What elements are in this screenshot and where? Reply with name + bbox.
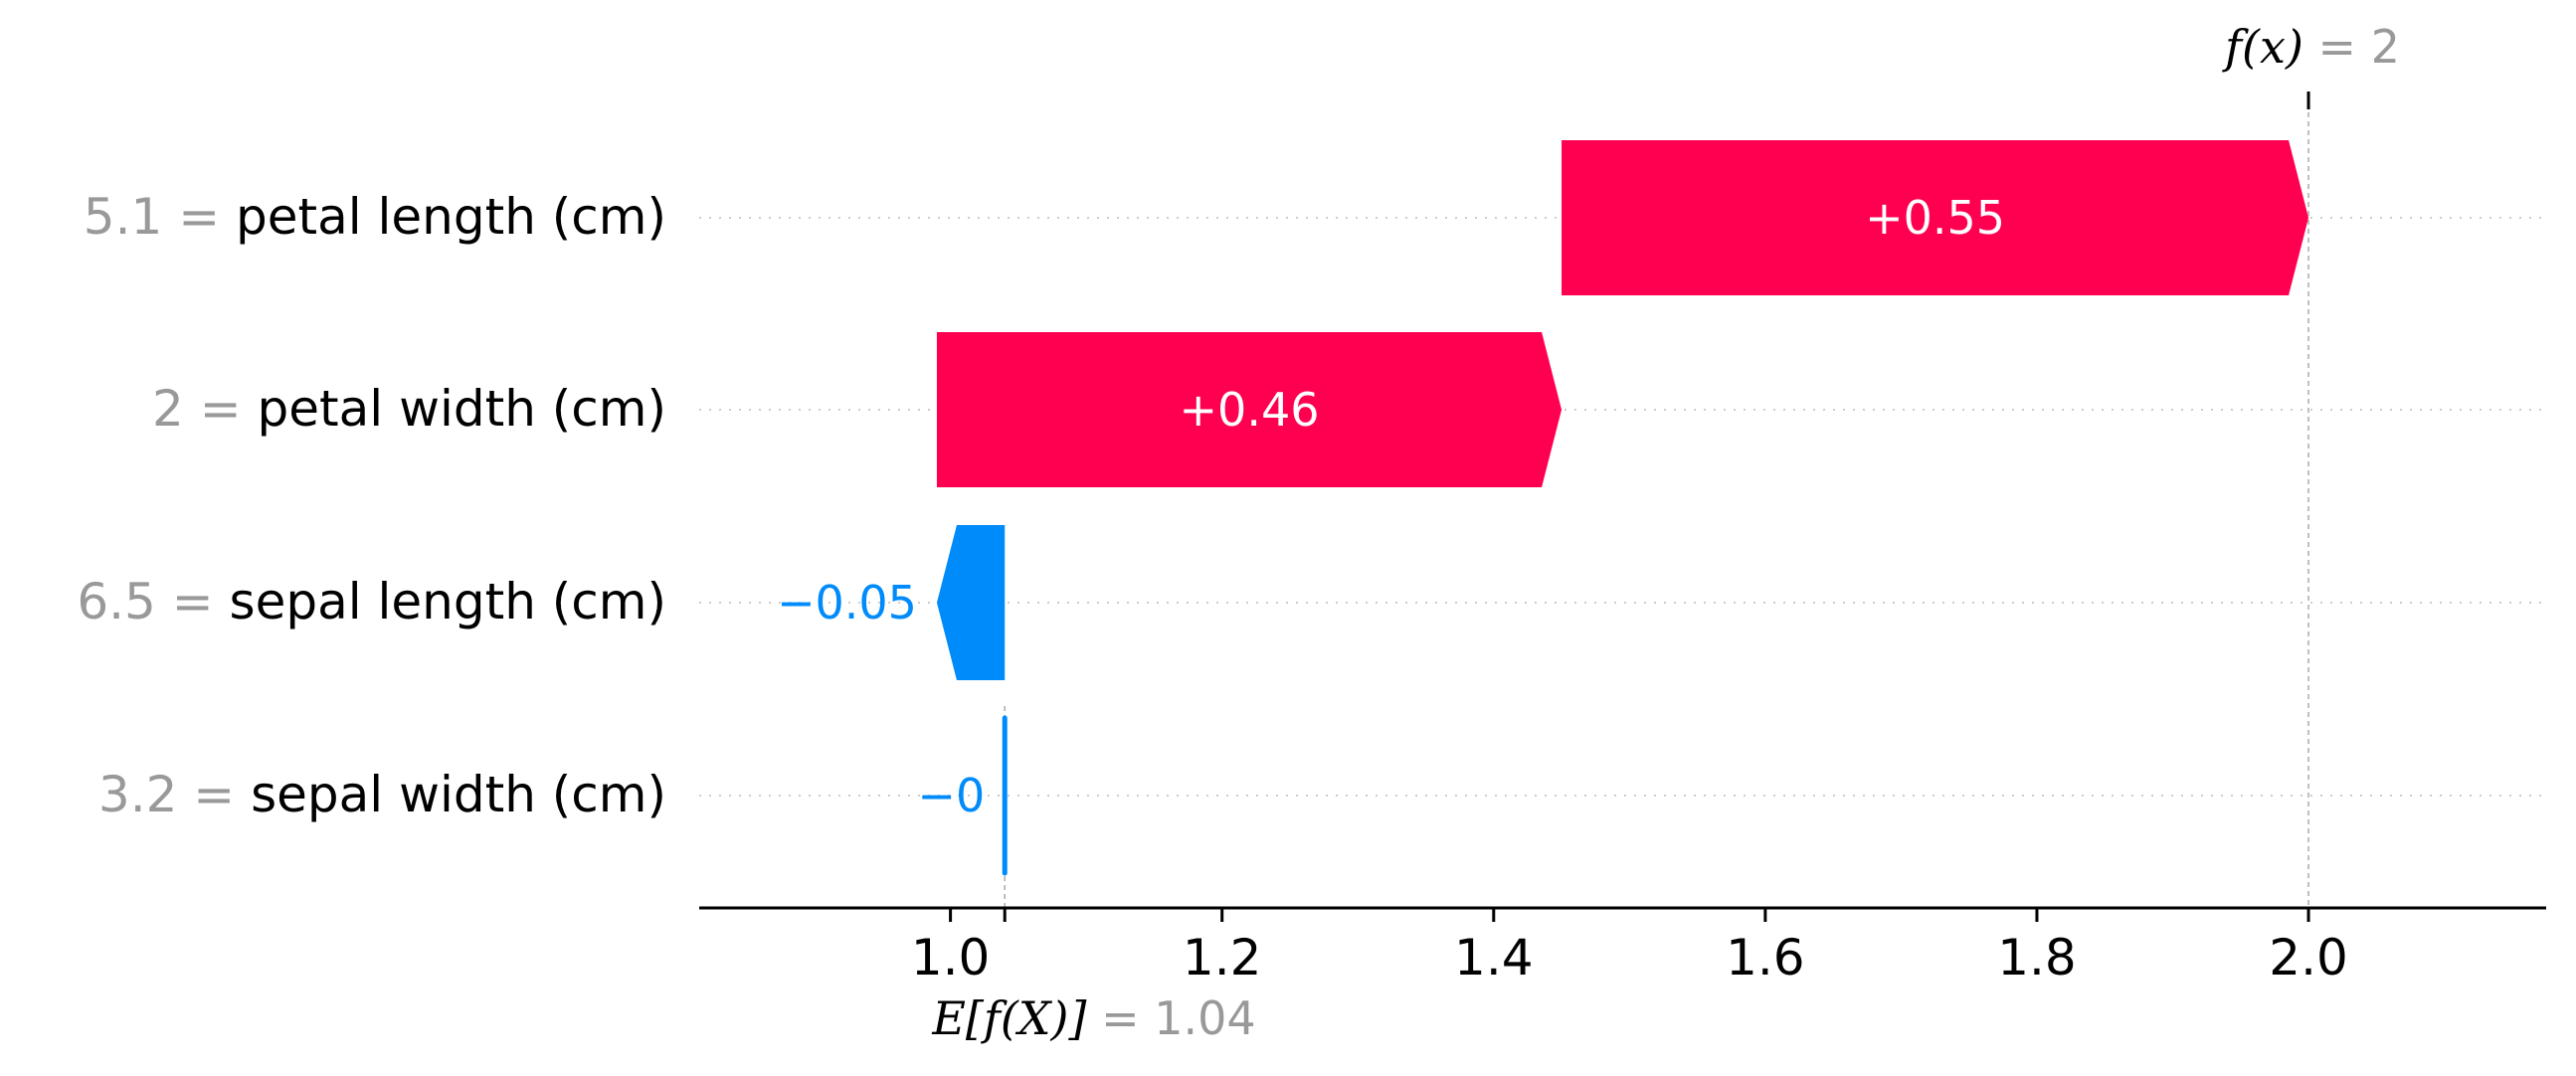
output-value-label: f(x) = 2 xyxy=(2222,20,2400,74)
bar-2 xyxy=(936,332,1563,487)
feature-label-1: 5.1 = petal length (cm) xyxy=(84,188,666,246)
bar-1 xyxy=(1562,140,2309,295)
feature-label-3: 6.5 = sepal length (cm) xyxy=(77,573,666,630)
feature-name: sepal width (cm) xyxy=(251,766,666,823)
bar-value-label-3: −0.05 xyxy=(777,576,917,629)
x-tick-label-3: 1.6 xyxy=(1726,929,1805,986)
feature-name: sepal length (cm) xyxy=(230,573,666,630)
fx-equals: = 2 xyxy=(2303,20,2400,74)
feature-value: 3.2 = xyxy=(98,766,251,823)
bar-value-label-1: +0.55 xyxy=(1865,191,2005,245)
bar-3 xyxy=(936,525,1006,680)
bar-value-label-4: −0 xyxy=(917,769,985,822)
x-axis: 1.0 1.2 1.4 1.6 1.8 2.0 xyxy=(699,906,2546,986)
efx-expression: E[f(X)] xyxy=(931,991,1086,1045)
base-value-label: E[f(X)] = 1.04 xyxy=(931,991,1255,1045)
x-tick-label-0: 1.0 xyxy=(911,929,991,986)
feature-labels: 5.1 = petal length (cm) 2 = petal width (… xyxy=(77,188,666,823)
bar-value-label-2: +0.46 xyxy=(1180,383,1320,437)
x-tick-label-2: 1.4 xyxy=(1454,929,1534,986)
feature-value: 2 = xyxy=(152,380,258,438)
x-tick-label-1: 1.2 xyxy=(1183,929,1262,986)
feature-label-4: 3.2 = sepal width (cm) xyxy=(98,766,666,823)
fx-expression: f(x) xyxy=(2222,20,2303,74)
efx-equals: = 1.04 xyxy=(1086,991,1255,1045)
feature-value: 6.5 = xyxy=(77,573,229,630)
feature-name: petal length (cm) xyxy=(236,188,666,246)
x-tick-label-5: 2.0 xyxy=(2269,929,2348,986)
feature-name: petal width (cm) xyxy=(258,380,666,438)
feature-label-2: 2 = petal width (cm) xyxy=(152,380,666,438)
feature-value: 5.1 = xyxy=(84,188,236,246)
x-tick-label-4: 1.8 xyxy=(1997,929,2077,986)
grid-lines xyxy=(699,217,2546,797)
bars: +0.55 +0.46 −0.05 −0 xyxy=(777,140,2309,876)
